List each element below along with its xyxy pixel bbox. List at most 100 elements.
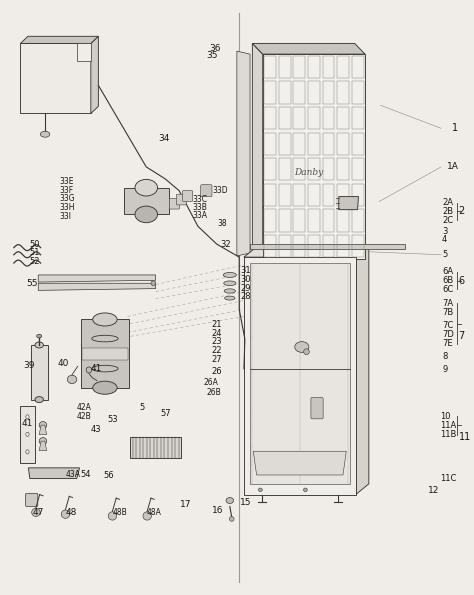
Text: 55: 55: [27, 278, 38, 288]
Text: 28: 28: [240, 292, 251, 302]
Polygon shape: [28, 468, 80, 478]
Text: 33B: 33B: [192, 203, 207, 212]
Text: 54: 54: [81, 470, 91, 479]
Polygon shape: [252, 43, 263, 259]
Ellipse shape: [32, 508, 40, 516]
Text: 33C: 33C: [192, 195, 207, 204]
Text: 5: 5: [139, 403, 145, 412]
Text: 9: 9: [442, 365, 447, 374]
FancyBboxPatch shape: [169, 198, 180, 209]
Text: 41: 41: [91, 364, 102, 373]
Text: 51: 51: [30, 249, 40, 258]
Ellipse shape: [225, 296, 235, 300]
Ellipse shape: [26, 415, 29, 419]
Polygon shape: [39, 425, 47, 434]
Text: 7C: 7C: [442, 321, 453, 330]
Text: 11A: 11A: [440, 421, 456, 430]
FancyBboxPatch shape: [311, 397, 323, 419]
Text: 39: 39: [23, 361, 35, 370]
Polygon shape: [244, 246, 369, 257]
Polygon shape: [31, 345, 48, 400]
Ellipse shape: [229, 516, 234, 521]
Text: 1: 1: [451, 123, 457, 133]
Ellipse shape: [135, 206, 157, 223]
Ellipse shape: [26, 450, 29, 454]
Ellipse shape: [86, 367, 92, 373]
Ellipse shape: [135, 179, 157, 196]
Text: 33H: 33H: [59, 203, 75, 212]
Text: 1A: 1A: [447, 162, 459, 171]
Text: 48: 48: [65, 508, 77, 517]
Polygon shape: [249, 263, 350, 484]
Polygon shape: [130, 437, 181, 458]
Text: 5: 5: [442, 250, 447, 259]
FancyBboxPatch shape: [176, 194, 187, 205]
Text: 32: 32: [220, 240, 231, 249]
Text: 7: 7: [458, 331, 465, 341]
Text: 24: 24: [211, 328, 221, 337]
Text: Danby: Danby: [294, 168, 323, 177]
Text: 42B: 42B: [77, 412, 91, 421]
Text: 3: 3: [442, 227, 447, 236]
Ellipse shape: [295, 342, 309, 352]
FancyBboxPatch shape: [201, 184, 212, 196]
Text: 38: 38: [218, 219, 227, 228]
Text: 31: 31: [240, 267, 251, 275]
Ellipse shape: [40, 131, 50, 137]
Polygon shape: [20, 43, 91, 114]
Text: 33F: 33F: [59, 186, 73, 195]
Text: 42A: 42A: [77, 403, 91, 412]
Text: 16: 16: [212, 506, 223, 515]
Text: 56: 56: [103, 471, 114, 480]
Text: 7A: 7A: [442, 299, 453, 308]
Polygon shape: [38, 283, 155, 290]
Ellipse shape: [61, 510, 70, 518]
Text: 23: 23: [211, 337, 222, 346]
Ellipse shape: [39, 422, 47, 428]
Text: 2C: 2C: [442, 216, 453, 225]
Text: 48A: 48A: [146, 508, 161, 517]
Text: 47: 47: [33, 508, 44, 517]
Polygon shape: [38, 275, 155, 282]
Ellipse shape: [26, 432, 29, 436]
Polygon shape: [356, 246, 369, 494]
Text: 33G: 33G: [59, 195, 75, 203]
Text: 22: 22: [211, 346, 221, 355]
Text: 21: 21: [211, 320, 221, 328]
Text: 33E: 33E: [59, 177, 74, 186]
Ellipse shape: [35, 397, 44, 403]
FancyBboxPatch shape: [182, 190, 193, 201]
Text: 26B: 26B: [206, 388, 221, 397]
Text: 33D: 33D: [212, 186, 228, 195]
Text: 6: 6: [458, 276, 465, 286]
Text: 33I: 33I: [59, 212, 72, 221]
Text: 52: 52: [30, 257, 40, 266]
Polygon shape: [249, 244, 404, 249]
Polygon shape: [77, 43, 91, 61]
Polygon shape: [81, 320, 129, 388]
Text: 40: 40: [58, 359, 69, 368]
Text: 10: 10: [440, 412, 450, 421]
FancyBboxPatch shape: [26, 493, 38, 506]
Text: 7E: 7E: [442, 339, 453, 348]
Ellipse shape: [108, 512, 117, 520]
Polygon shape: [339, 196, 358, 209]
Text: 29: 29: [240, 283, 251, 293]
Polygon shape: [244, 257, 356, 494]
Text: 36: 36: [210, 43, 221, 53]
Ellipse shape: [67, 375, 77, 384]
Text: 4: 4: [442, 235, 447, 244]
Ellipse shape: [304, 349, 310, 355]
Ellipse shape: [36, 334, 42, 338]
Text: 41: 41: [21, 419, 33, 428]
Ellipse shape: [226, 497, 234, 503]
Polygon shape: [20, 406, 35, 462]
Text: 7D: 7D: [442, 330, 454, 339]
Polygon shape: [253, 451, 346, 475]
Text: 26: 26: [211, 367, 222, 376]
Ellipse shape: [35, 342, 44, 348]
Text: 11B: 11B: [440, 430, 456, 439]
Text: 11C: 11C: [440, 474, 456, 483]
Text: 53: 53: [108, 415, 118, 424]
Ellipse shape: [223, 273, 237, 277]
